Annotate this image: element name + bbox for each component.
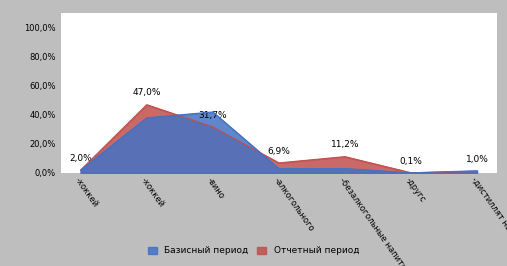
Text: 11,2%: 11,2% bbox=[331, 140, 359, 149]
Legend: Базисный период, Отчетный период: Базисный период, Отчетный период bbox=[144, 243, 363, 259]
Text: 47,0%: 47,0% bbox=[132, 89, 161, 97]
Text: 0,1%: 0,1% bbox=[400, 156, 422, 165]
Text: 2,0%: 2,0% bbox=[69, 154, 92, 163]
Text: 6,9%: 6,9% bbox=[267, 147, 291, 156]
Text: 31,7%: 31,7% bbox=[198, 111, 227, 120]
Text: 1,0%: 1,0% bbox=[465, 155, 488, 164]
